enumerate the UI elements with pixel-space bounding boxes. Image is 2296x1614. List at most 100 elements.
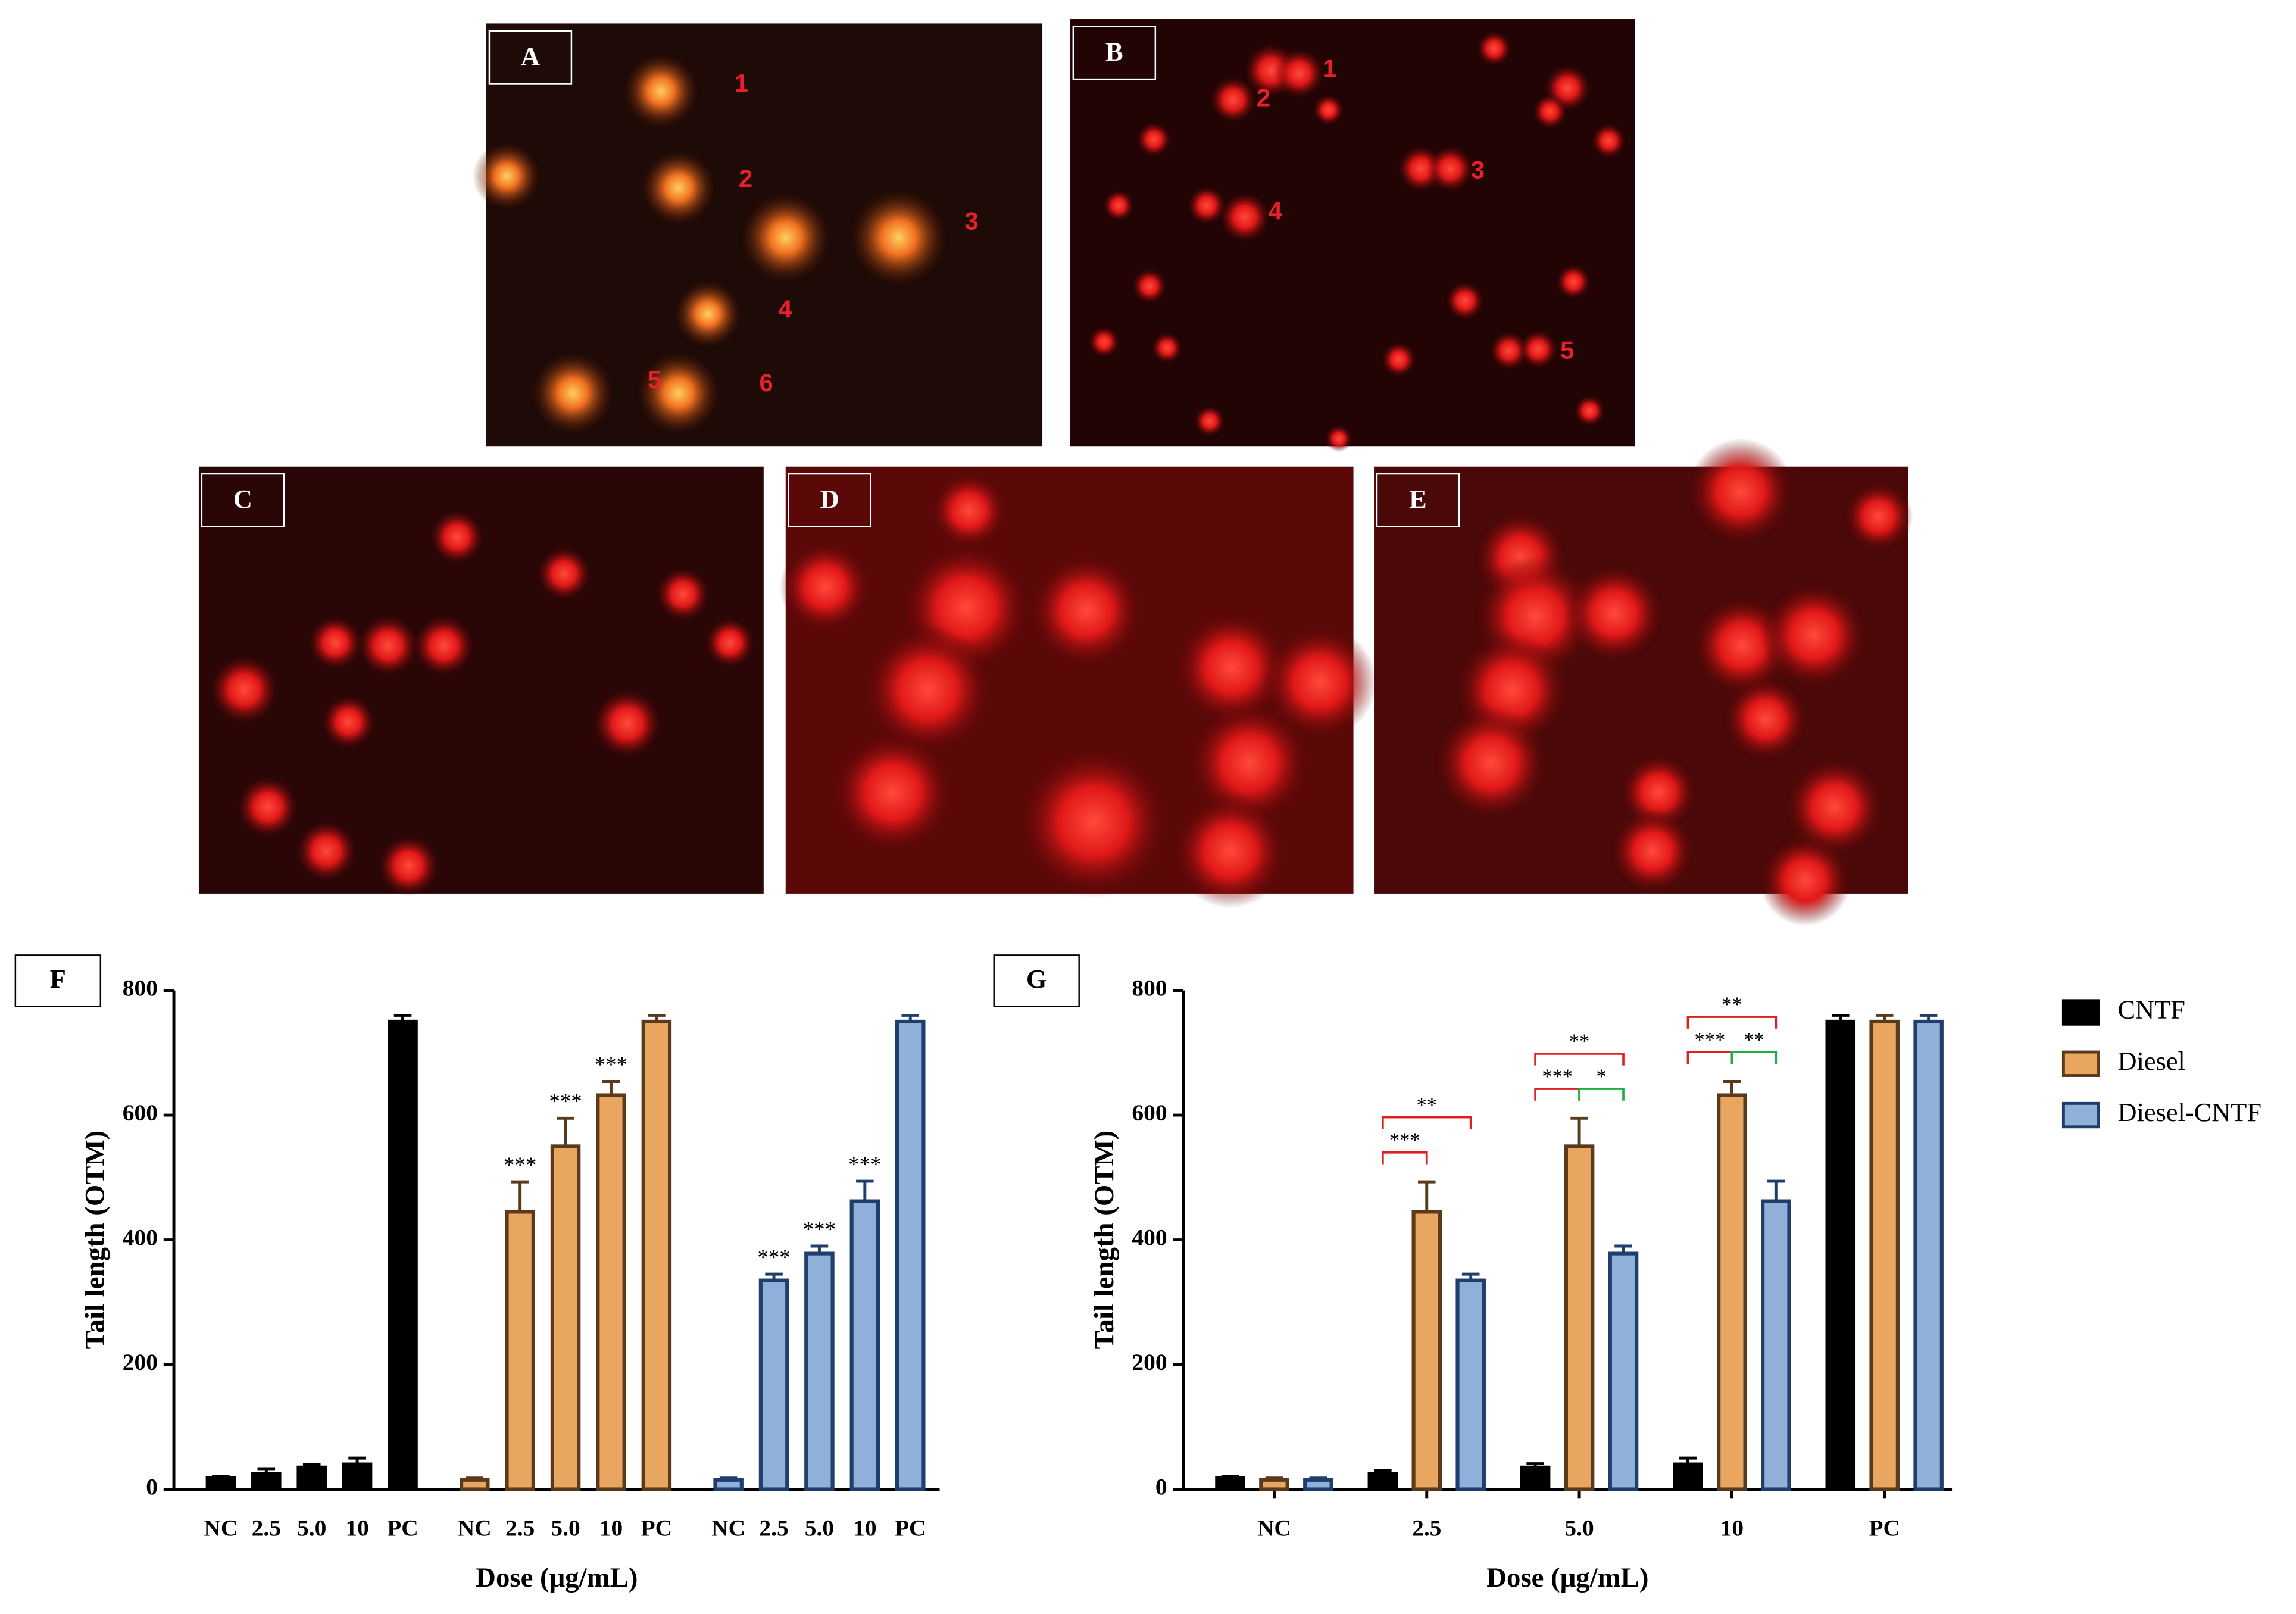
comet-cell — [1760, 582, 1868, 689]
cell-label: 5 — [1560, 336, 1574, 364]
comet-cell — [849, 188, 948, 288]
error-bar — [901, 1014, 920, 1022]
comet-cell — [1029, 553, 1144, 668]
error-bar — [212, 1475, 230, 1478]
x-tick-label: 10 — [599, 1515, 623, 1541]
comet-cell — [1519, 330, 1558, 369]
comet-cell — [1173, 794, 1288, 909]
comet-cell — [1136, 122, 1172, 157]
comet-cell — [1759, 834, 1851, 926]
comet-cell — [1325, 425, 1352, 452]
comet-cell — [530, 351, 615, 435]
comparison-label: *** — [1542, 1066, 1573, 1088]
bar — [1761, 1199, 1791, 1491]
bar — [1520, 1465, 1551, 1491]
error-bar — [466, 1476, 484, 1480]
x-tick-label: 5.0 — [551, 1515, 580, 1541]
error-bar — [1767, 1179, 1785, 1201]
error-bar — [1919, 1014, 1938, 1022]
bar — [849, 1199, 880, 1491]
bar — [1259, 1478, 1289, 1491]
cell-label: 2 — [1257, 84, 1270, 112]
comet-cell — [210, 655, 279, 725]
cell-label: 1 — [734, 69, 748, 97]
cell-label: 3 — [1471, 155, 1485, 183]
bar — [1608, 1251, 1639, 1491]
error-bar — [602, 1080, 620, 1095]
x-tick-label: NC — [711, 1515, 745, 1541]
panel-label: G — [1026, 964, 1047, 994]
error-bar — [719, 1476, 738, 1480]
x-tick-label: NC — [458, 1515, 492, 1541]
comparison-bracket — [1578, 1088, 1625, 1101]
y-tick-label: 800 — [1132, 975, 1167, 1001]
comet-cell — [1017, 745, 1170, 898]
comet-cell — [1445, 282, 1484, 320]
x-axis-title: Dose (μg/mL) — [1486, 1562, 1648, 1593]
comet-cell — [1489, 331, 1528, 370]
y-tick-label: 200 — [1132, 1349, 1167, 1375]
y-axis-title: Tail length (OTM) — [80, 1131, 111, 1350]
legend-swatch — [2061, 1101, 2100, 1129]
error-bar — [393, 1014, 412, 1022]
cell-label: 4 — [1269, 196, 1283, 224]
comet-cell — [623, 52, 699, 129]
error-bar — [1309, 1476, 1327, 1480]
y-axis-title: Tail length (OTM) — [1089, 1131, 1120, 1350]
panel-label: C — [233, 484, 252, 514]
x-tick-label: 2.5 — [505, 1515, 535, 1541]
y-tick-label: 200 — [123, 1349, 158, 1375]
comet-cell — [863, 625, 993, 755]
comparison-bracket — [1534, 1053, 1625, 1066]
error-bar — [1526, 1462, 1544, 1468]
legend-swatch — [2061, 999, 2100, 1026]
x-tick-label: PC — [1869, 1515, 1900, 1541]
bar — [1825, 1019, 1856, 1491]
comparison-bracket — [1381, 1116, 1472, 1129]
panel-label-box — [488, 30, 573, 85]
bar — [460, 1478, 490, 1491]
comet-cell — [1088, 326, 1120, 357]
cell-label: 1 — [1323, 54, 1336, 82]
comparison-bracket — [1381, 1151, 1428, 1165]
comet-cell — [640, 149, 717, 226]
error-bar — [856, 1179, 874, 1201]
comet-cell — [321, 695, 376, 749]
significance-label: *** — [848, 1152, 881, 1176]
comet-cell — [1132, 269, 1167, 304]
comet-cell — [296, 820, 357, 882]
comet-cell — [1103, 190, 1134, 221]
x-tick-label: 5.0 — [805, 1515, 834, 1541]
micrograph — [1070, 19, 1635, 447]
cell-label: 2 — [739, 164, 752, 192]
comparison-label: ** — [1569, 1031, 1590, 1053]
bar — [1869, 1019, 1900, 1491]
significance-label: *** — [549, 1089, 582, 1113]
comet-cell — [739, 192, 832, 284]
panel-label: E — [1409, 484, 1427, 514]
legend-label: Diesel — [2118, 1046, 2185, 1076]
bar — [713, 1478, 744, 1491]
comet-cell — [1532, 94, 1567, 129]
comet-cell — [1574, 395, 1605, 426]
comet-cell — [1220, 192, 1270, 242]
bar — [342, 1462, 373, 1491]
comet-cell — [1313, 95, 1344, 126]
comet-cell — [1687, 438, 1794, 545]
x-tick-label: NC — [204, 1515, 238, 1541]
error-bar — [348, 1456, 366, 1465]
panel-label-box — [993, 954, 1080, 1007]
error-bar — [257, 1467, 276, 1474]
y-tick-label: 400 — [123, 1225, 158, 1251]
comet-cell — [1262, 625, 1377, 740]
error-bar — [557, 1116, 574, 1147]
panel-label-box — [201, 473, 285, 528]
legend-label: Diesel-CNTF — [2118, 1097, 2262, 1127]
comet-cell — [1188, 702, 1311, 825]
comet-cell — [930, 472, 1007, 549]
legend-label: CNTF — [2118, 995, 2185, 1025]
comet-cell — [1564, 563, 1664, 663]
bar — [641, 1019, 672, 1491]
